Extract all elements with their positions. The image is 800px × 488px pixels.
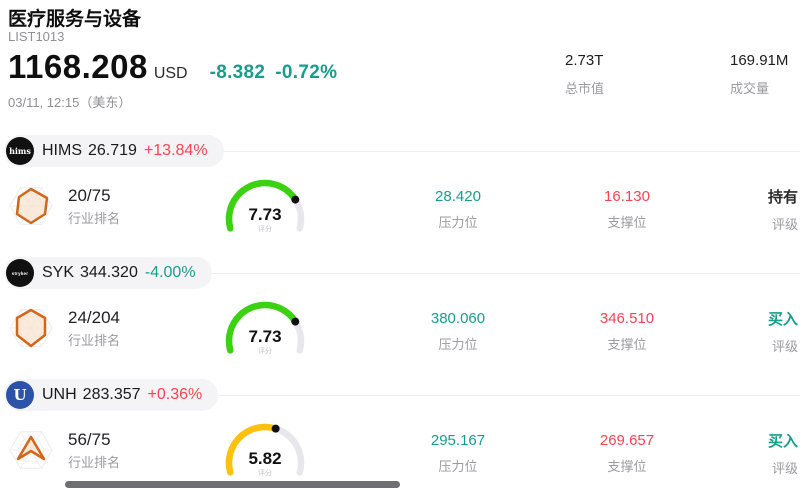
support-value: 269.657 [599, 432, 655, 449]
score-gauge: 7.73 评分 [225, 179, 305, 233]
stryker-logo-icon: stryker [6, 259, 34, 287]
stock-price: 26.719 [88, 142, 137, 159]
pressure-value: 380.060 [430, 310, 486, 327]
divider-line [211, 272, 800, 274]
stock-price: 344.320 [80, 264, 138, 281]
support-label: 支撑位 [607, 337, 647, 352]
list-id: LIST1013 [8, 29, 65, 44]
volume-stat: 169.91M 成交量 [730, 52, 788, 97]
page-title: 医疗服务与设备 [8, 9, 142, 30]
volume-value: 169.91M [730, 52, 789, 69]
support-label: 支撑位 [607, 215, 647, 230]
pressure-column: 380.060 压力位 [400, 310, 516, 353]
svg-text:5.82: 5.82 [248, 449, 281, 468]
industry-rank-label: 行业排名 [68, 211, 121, 226]
industry-rank-value: 20/75 [68, 186, 111, 205]
support-value: 346.510 [599, 310, 655, 327]
stock-card-syk: stryker SYK 344.320 -4.00% 24/204 行业排名 7… [0, 257, 800, 379]
rating-column: 持有 评级 [726, 186, 798, 233]
stock-header-row: U UNH 283.357 +0.36% [4, 379, 800, 411]
volume-label: 成交量 [730, 81, 770, 96]
industry-rank-label: 行业排名 [68, 333, 121, 348]
divider-line [218, 394, 800, 396]
hims-logo-icon: hims [6, 137, 34, 165]
stock-price: 283.357 [82, 386, 141, 403]
industry-rank-radar-icon [9, 187, 53, 225]
rating-label: 评级 [771, 461, 798, 476]
rating-value: 买入 [767, 311, 798, 328]
stock-pill[interactable]: hims HIMS 26.719 +13.84% [4, 135, 224, 167]
ticker-symbol: UNH [42, 386, 77, 403]
pressure-column: 28.420 压力位 [400, 188, 516, 231]
svg-text:评分: 评分 [258, 346, 272, 355]
score-gauge: 7.73 评分 [225, 301, 305, 355]
score-gauge: 5.82 评分 [225, 423, 305, 477]
rating-column: 买入 评级 [726, 308, 798, 355]
price-change-pct: -0.72% [275, 62, 338, 83]
pressure-column: 295.167 压力位 [400, 432, 516, 475]
currency-label: USD [153, 65, 188, 82]
horizontal-scrollbar-thumb[interactable] [65, 481, 400, 488]
price-change-abs: -8.382 [209, 62, 266, 83]
support-column: 16.130 支撑位 [569, 188, 685, 231]
market-cap-stat: 2.73T 总市值 [565, 52, 604, 97]
industry-rank-radar-icon [9, 431, 53, 469]
pressure-label: 压力位 [438, 215, 478, 230]
svg-text:7.73: 7.73 [248, 327, 281, 346]
svg-text:评分: 评分 [258, 224, 272, 233]
market-cap-label: 总市值 [565, 81, 605, 96]
stock-card-unh: U UNH 283.357 +0.36% 56/75 行业排名 5.82 评分 … [0, 379, 800, 488]
stock-change: -4.00% [144, 264, 196, 281]
market-cap-value: 2.73T [565, 52, 604, 69]
quote-timestamp: 03/11, 12:15（美东） [8, 95, 132, 110]
pressure-label: 压力位 [438, 337, 478, 352]
stock-header-row: stryker SYK 344.320 -4.00% [4, 257, 800, 289]
rating-value: 持有 [767, 189, 798, 206]
support-value: 16.130 [604, 188, 650, 205]
support-column: 346.510 支撑位 [569, 310, 685, 353]
svg-text:评分: 评分 [258, 468, 272, 477]
stock-pill[interactable]: U UNH 283.357 +0.36% [4, 379, 219, 411]
rating-label: 评级 [771, 339, 798, 354]
stock-header-row: hims HIMS 26.719 +13.84% [4, 135, 800, 167]
rating-column: 买入 评级 [726, 430, 798, 477]
ticker-symbol: HIMS [42, 142, 82, 159]
support-column: 269.657 支撑位 [569, 432, 685, 475]
price-row: 1168.208 USD -8.382 -0.72% [8, 48, 337, 86]
divider-line [223, 150, 800, 152]
unh-logo-icon: U [6, 381, 34, 409]
pressure-label: 压力位 [438, 459, 478, 474]
support-label: 支撑位 [607, 459, 647, 474]
industry-rank-radar-icon [9, 308, 53, 348]
rating-label: 评级 [771, 217, 798, 232]
industry-rank-value: 24/204 [68, 308, 120, 327]
rating-value: 买入 [767, 433, 798, 450]
stock-change: +13.84% [143, 142, 208, 159]
ticker-symbol: SYK [42, 264, 75, 281]
svg-text:7.73: 7.73 [248, 205, 281, 224]
stock-pill[interactable]: stryker SYK 344.320 -4.00% [4, 257, 212, 289]
pressure-value: 28.420 [435, 188, 481, 205]
pressure-value: 295.167 [430, 432, 486, 449]
industry-rank-value: 56/75 [68, 430, 111, 449]
stock-card-hims: hims HIMS 26.719 +13.84% 20/75 行业排名 7.73… [0, 135, 800, 257]
price-change: -8.382 -0.72% [210, 62, 338, 84]
index-price: 1168.208 [8, 48, 148, 85]
industry-rank-label: 行业排名 [68, 455, 121, 470]
stock-change: +0.36% [147, 386, 203, 403]
